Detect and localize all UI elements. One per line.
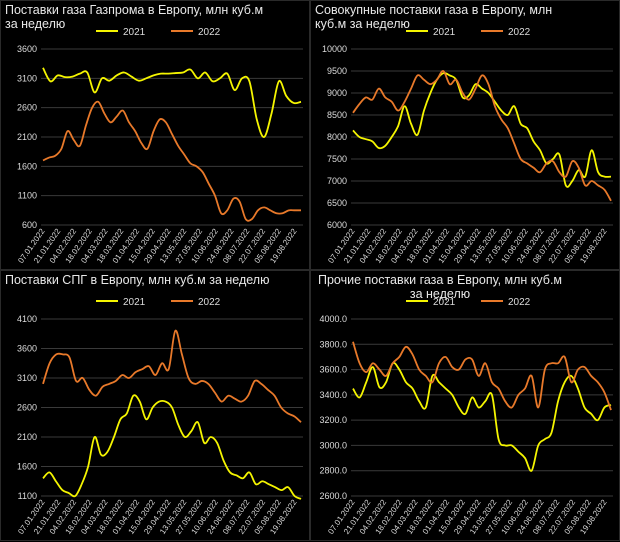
y-tick-label: 1600	[17, 161, 37, 171]
y-tick-label: 9000	[327, 88, 347, 98]
y-tick-label: 2600.0	[319, 491, 347, 501]
chart-title: Совокупные поставки газа в Европу, млн к…	[315, 3, 553, 31]
chart-title: Прочие поставки газа в Европу, млн куб.м…	[317, 273, 563, 301]
chart-svg: 2021 2022110016002100260031003600410007.0…	[16, 297, 303, 536]
series-line-2021	[42, 67, 302, 138]
y-tick-label: 7000	[327, 176, 347, 186]
y-tick-label: 2600	[17, 103, 37, 113]
legend-label: 2022	[198, 297, 221, 308]
y-tick-label: 3800.0	[319, 339, 347, 349]
chart-title: Поставки СПГ в Европу, млн куб.м за неде…	[5, 273, 270, 287]
y-tick-label: 1100	[18, 191, 37, 201]
legend-label: 2021	[433, 27, 456, 38]
y-tick-label: 7500	[327, 154, 347, 164]
other-supply-panel: Прочие поставки газа в Европу, млн куб.м…	[310, 270, 620, 541]
y-tick-label: 8000	[327, 132, 347, 142]
gazprom-supply-panel: Поставки газа Газпрома в Европу, млн куб…	[0, 0, 310, 270]
chart-svg: 2021 2022 2600.0 2800.0 3000.0 3200.0 3400.0 36…	[319, 297, 613, 536]
y-tick-label: 1600	[17, 462, 37, 472]
chart-svg: 2021 2022 6000 6500 7000 7500 8000 8500 9000 9500…	[322, 27, 613, 265]
total-supply-panel: Совокупные поставки газа в Европу, млн к…	[310, 0, 620, 270]
series-line-2022	[352, 70, 612, 202]
legend-label: 2021	[123, 27, 146, 38]
y-tick-label: 600	[22, 220, 37, 230]
y-tick-label: 8500	[327, 110, 347, 120]
y-tick-label: 6500	[327, 198, 347, 208]
y-tick-label: 3100	[17, 373, 37, 383]
series-line-2022	[42, 329, 302, 423]
chart-title: Поставки газа Газпрома в Европу, млн куб…	[5, 3, 264, 31]
y-tick-label: 2600	[17, 403, 37, 413]
y-tick-label: 2100	[17, 132, 37, 142]
series-line-2022	[352, 341, 612, 411]
y-tick-label: 3200.0	[319, 415, 347, 425]
y-tick-label: 3600.0	[319, 365, 347, 375]
series-line-2021	[352, 361, 612, 472]
chart-svg: 2021 202260011001600210026003100360007.01…	[16, 27, 303, 265]
y-tick-label: 3100	[17, 73, 37, 83]
y-tick-label: 3600	[17, 44, 37, 54]
legend-label: 2022	[508, 27, 531, 38]
legend-label: 2022	[508, 297, 531, 308]
y-tick-label: 9500	[327, 66, 347, 76]
series-line-2021	[352, 72, 612, 188]
y-tick-label: 10000	[322, 44, 347, 54]
y-tick-label: 2800.0	[319, 466, 347, 476]
y-tick-label: 3400.0	[319, 390, 347, 400]
y-tick-label: 6000	[327, 220, 347, 230]
legend-label: 2022	[198, 27, 221, 38]
series-line-2021	[42, 394, 302, 500]
legend-label: 2021	[123, 297, 146, 308]
lng-supply-panel: Поставки СПГ в Европу, млн куб.м за неде…	[0, 270, 310, 541]
y-tick-label: 3000.0	[319, 440, 347, 450]
y-tick-label: 2100	[17, 432, 37, 442]
series-line-2022	[42, 100, 301, 222]
y-tick-label: 3600	[17, 344, 37, 354]
y-tick-label: 4100	[17, 314, 37, 324]
y-tick-label: 4000.0	[319, 314, 347, 324]
legend-label: 2021	[433, 297, 456, 308]
y-tick-label: 1100	[18, 491, 37, 501]
